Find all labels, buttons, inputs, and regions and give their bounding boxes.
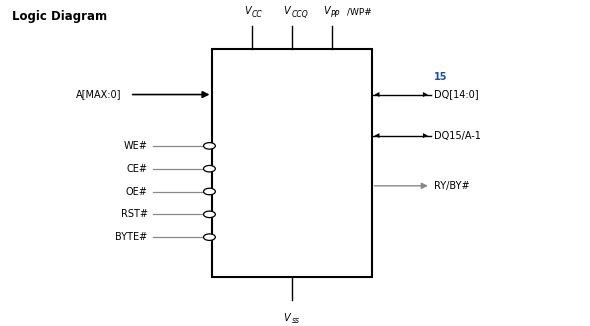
Text: ss: ss	[291, 316, 300, 325]
Text: Logic Diagram: Logic Diagram	[12, 10, 107, 23]
Text: RY/BY#: RY/BY#	[434, 181, 469, 191]
Text: V: V	[284, 313, 290, 323]
Text: 15: 15	[434, 71, 447, 82]
Text: V: V	[323, 6, 330, 16]
Text: CCQ: CCQ	[291, 9, 308, 19]
Text: /WP#: /WP#	[347, 7, 372, 16]
Text: BYTE#: BYTE#	[115, 232, 148, 242]
Text: CC: CC	[251, 9, 263, 19]
Circle shape	[204, 188, 215, 195]
Text: V: V	[244, 6, 250, 16]
Text: RST#: RST#	[120, 209, 148, 219]
Text: DQ[14:0]: DQ[14:0]	[434, 90, 478, 99]
Circle shape	[204, 166, 215, 172]
Text: PP: PP	[332, 9, 340, 19]
Text: A[MAX:0]: A[MAX:0]	[76, 90, 121, 99]
Text: WE#: WE#	[124, 141, 148, 151]
Text: V: V	[284, 6, 290, 16]
Text: DQ15/A-1: DQ15/A-1	[434, 131, 480, 141]
Circle shape	[204, 211, 215, 218]
Bar	[212, 49, 372, 277]
Text: OE#: OE#	[126, 186, 148, 197]
Circle shape	[204, 143, 215, 149]
Circle shape	[204, 234, 215, 241]
Text: CE#: CE#	[126, 164, 148, 174]
